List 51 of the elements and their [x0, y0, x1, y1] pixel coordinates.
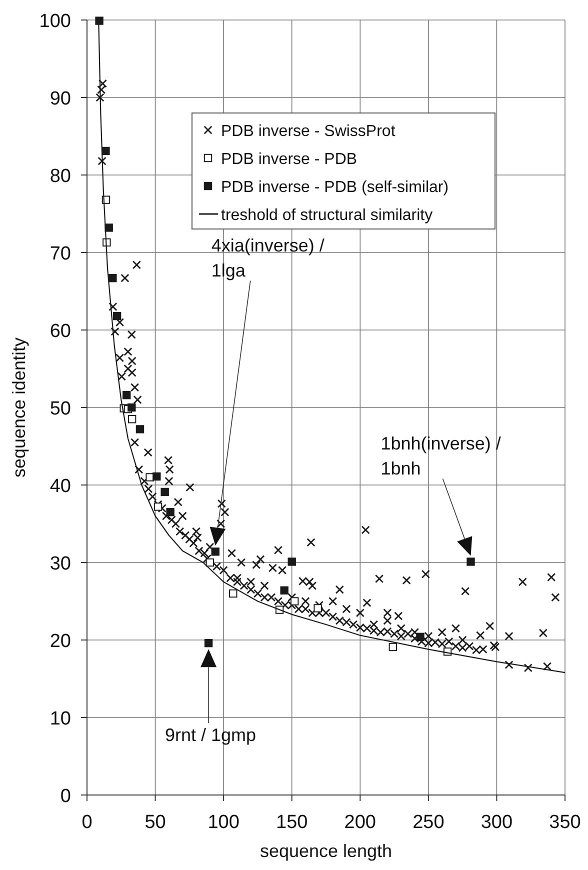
x-tick-label: 0	[82, 812, 92, 833]
point	[206, 558, 214, 567]
point	[388, 642, 398, 652]
point	[128, 403, 136, 412]
y-tick-label: 20	[50, 631, 71, 652]
y-tick-label: 90	[50, 88, 71, 110]
y-tick-label: 60	[50, 321, 71, 342]
point	[146, 473, 154, 482]
point	[102, 146, 110, 156]
y-tick-label: 70	[50, 244, 71, 264]
y-tick-label: 50	[50, 398, 71, 420]
point	[314, 604, 322, 612]
point	[288, 558, 296, 566]
annotation: 9rnt / 1gmp	[165, 725, 256, 746]
point	[166, 508, 174, 516]
y-tick-label: 10	[50, 708, 71, 730]
point	[416, 632, 424, 641]
point	[108, 274, 117, 282]
x-tick-label: 200	[344, 812, 376, 833]
x-tick-label: 300	[480, 812, 513, 833]
point	[154, 502, 162, 511]
point	[95, 16, 104, 25]
x-tick-label: 350	[549, 812, 581, 833]
point	[112, 312, 122, 320]
point	[290, 597, 299, 606]
point	[229, 589, 238, 598]
x-tick-label: 100	[208, 812, 240, 833]
legend-label: PDB inverse - PDB	[221, 151, 358, 168]
y-tick-label: 30	[50, 554, 71, 574]
point	[152, 472, 161, 481]
point	[122, 391, 131, 400]
y-tick-label: 40	[50, 476, 71, 497]
legend-label: PDB inverse - PDB (self-similar)	[221, 179, 449, 196]
point	[128, 415, 136, 424]
legend-label: PDB inverse - SwissProt	[221, 123, 396, 140]
point	[160, 488, 169, 496]
y-tick-label: 80	[50, 166, 71, 187]
point	[136, 425, 144, 434]
point	[280, 586, 288, 594]
legend-label: treshold of structural similarity	[221, 207, 433, 224]
y-tick-label: 100	[39, 11, 71, 32]
y-tick-label: 0	[60, 786, 71, 807]
point	[104, 224, 113, 232]
x-tick-label: 150	[276, 812, 308, 833]
x-tick-label: 50	[144, 812, 166, 833]
point	[466, 558, 475, 566]
y-axis-title: sequence identity	[9, 337, 29, 478]
point	[204, 639, 213, 648]
x-tick-label: 250	[412, 812, 444, 833]
point	[211, 548, 220, 556]
x-axis-title: sequence length	[260, 841, 392, 861]
